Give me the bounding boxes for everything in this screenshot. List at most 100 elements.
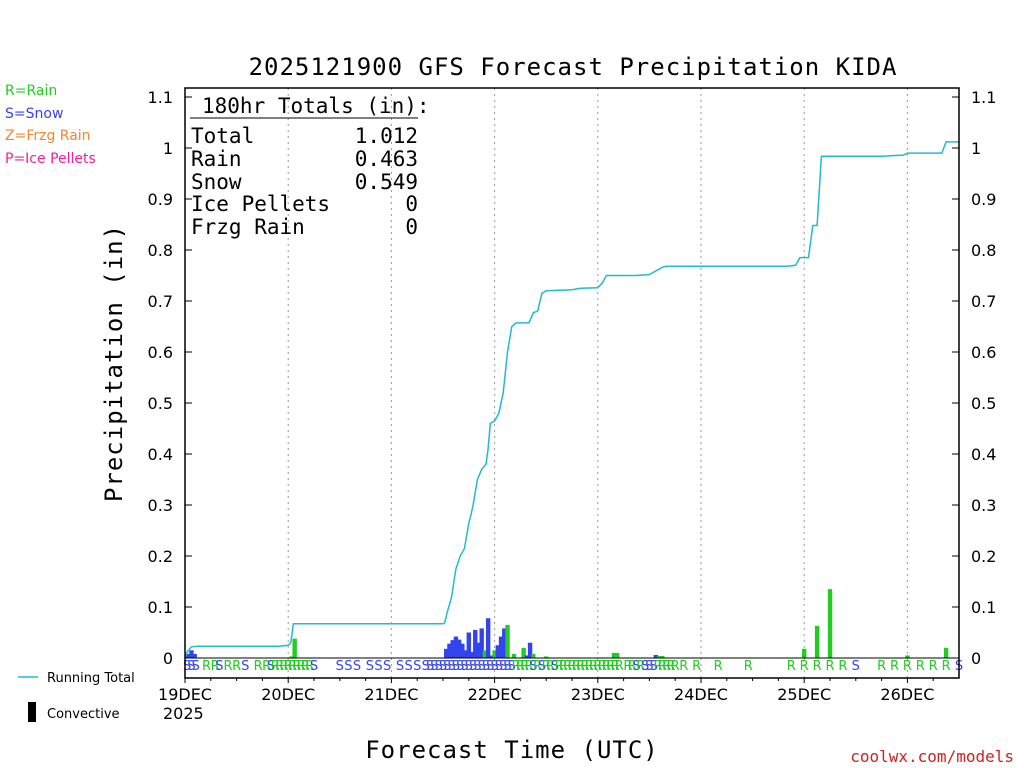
- precip-bars: [186, 589, 949, 658]
- ptype-letter-9: R: [254, 659, 263, 674]
- ptype-letter-100: R: [890, 659, 899, 674]
- precip-bar-34: [656, 655, 662, 658]
- ptype-letter-41: S: [465, 659, 473, 674]
- ptype-letter-88: R: [671, 659, 680, 674]
- precip-bar-14: [473, 629, 478, 658]
- ptype-letter-63: R: [559, 659, 568, 674]
- precip-bar-30: [544, 656, 549, 658]
- ptype-letter-87: R: [666, 659, 675, 674]
- convective-label: Convective: [47, 707, 120, 722]
- precip-bar-15: [476, 642, 481, 658]
- precip-bar-11: [463, 650, 468, 658]
- y-tick-label-right-2: 0.2: [971, 547, 996, 566]
- ptype-letter-18: R: [297, 659, 306, 674]
- ptype-letter-74: R: [606, 659, 615, 674]
- x-axis-ticks: 19DEC 20DEC 21DEC 22DEC 23DEC 24DEC 25DEC 26DEC: [158, 678, 934, 704]
- y-tick-label-right-6: 0.6: [971, 343, 996, 362]
- x-tick-label-6: 25DEC: [777, 685, 831, 704]
- ptype-letter-80: R: [636, 659, 645, 674]
- precip-bar-17: [482, 650, 488, 658]
- totals-value-frzg-rain: 0: [405, 215, 418, 239]
- ptype-letter-21: S: [310, 659, 318, 674]
- ptype-letter-27: S: [383, 659, 391, 674]
- ptype-letter-59: R: [542, 659, 551, 674]
- precip-bar-12: [466, 632, 471, 658]
- precip-bar-29: [531, 653, 536, 658]
- y-tick-label-left-1: 0.1: [148, 598, 173, 617]
- ptype-letter-49: S: [499, 659, 507, 674]
- ptype-letter-90: R: [692, 659, 701, 674]
- precip-bar-20: [492, 650, 497, 658]
- x-tick-label-5: 24DEC: [674, 685, 728, 704]
- y-tick-label-right-7: 0.7: [971, 292, 996, 311]
- ptype-letter-54: R: [520, 659, 529, 674]
- ptype-letter-72: R: [598, 659, 607, 674]
- y-tick-label-right-4: 0.4: [971, 445, 996, 464]
- ptype-letter-20: R: [305, 659, 314, 674]
- precip-bar-25: [511, 653, 517, 658]
- ptype-letter-50: S: [503, 659, 511, 674]
- totals-value-ice-pellets: 0: [405, 192, 418, 216]
- ptype-letter-51: S: [508, 659, 516, 674]
- ptype-letter-79: S: [632, 659, 640, 674]
- ptype-letter-6: R: [223, 659, 232, 674]
- ptype-letter-96: R: [825, 659, 834, 674]
- ptype-letter-13: R: [275, 659, 284, 674]
- convective-swatch: [28, 702, 36, 722]
- ptype-letter-57: R: [533, 659, 542, 674]
- precip-bar-39: [905, 655, 910, 658]
- totals-label-ice-pellets: Ice Pellets: [191, 192, 330, 216]
- y-tick-label-left-7: 0.7: [148, 292, 173, 311]
- ptype-letter-73: R: [602, 659, 611, 674]
- totals-label-snow: Snow: [191, 170, 242, 194]
- ptype-letter-31: S: [422, 659, 430, 674]
- ptype-letter-58: S: [538, 659, 546, 674]
- y-tick-label-left-4: 0.4: [148, 445, 173, 464]
- y-tick-label-right-8: 0.8: [971, 241, 996, 260]
- ptype-letter-44: S: [478, 659, 486, 674]
- totals-box: 180hr Totals (in): Total 1.012 Rain 0.46…: [190, 94, 430, 239]
- ptype-letter-103: R: [929, 659, 938, 674]
- ptype-letter-12: R: [271, 659, 280, 674]
- ptype-letter-48: S: [495, 659, 503, 674]
- ptype-letter-68: R: [580, 659, 589, 674]
- precip-bar-2: [192, 653, 197, 658]
- ptype-letter-19: R: [301, 659, 310, 674]
- ptype-letter-25: S: [366, 659, 374, 674]
- gridlines: [287, 88, 908, 678]
- ptype-letter-104: R: [942, 659, 951, 674]
- ptype-letter-42: S: [469, 659, 477, 674]
- precip-bar-1: [189, 650, 194, 658]
- y-tick-label-left-6: 0.6: [148, 343, 173, 362]
- ptype-letter-86: R: [662, 659, 671, 674]
- legend-rain: R=Rain: [5, 83, 57, 99]
- ptype-letter-95: R: [813, 659, 822, 674]
- precip-bar-0: [186, 653, 191, 658]
- precip-bar-28: [527, 642, 533, 658]
- precip-bar-37: [814, 625, 820, 658]
- precip-bar-10: [460, 643, 465, 658]
- ptype-letter-91: R: [714, 659, 723, 674]
- ptype-letter-82: S: [645, 659, 653, 674]
- precip-bar-40: [943, 647, 949, 658]
- ptype-letter-2: S: [192, 659, 200, 674]
- precip-bar-35: [660, 655, 665, 658]
- ptype-letter-77: R: [623, 659, 632, 674]
- precip-bar-4: [292, 638, 297, 658]
- ptype-letter-66: R: [572, 659, 581, 674]
- ptype-letter-71: R: [593, 659, 602, 674]
- x-axis-label: Forecast Time (UTC): [365, 736, 659, 764]
- precip-bar-8: [453, 636, 459, 658]
- ptype-letter-30: S: [413, 659, 421, 674]
- ptype-letter-85: R: [658, 659, 667, 674]
- y-axis-ticks: 0 00.1 0.10.2 0.20.3 0.30.4 0.40.5 0.50.6 0.60.…: [148, 88, 997, 668]
- source-credit: coolwx.com/models: [850, 747, 1014, 766]
- ptype-letter-98: S: [852, 659, 860, 674]
- precip-bar-22: [498, 636, 504, 658]
- ptype-letter-60: R: [546, 659, 555, 674]
- precip-bar-3: [289, 656, 294, 658]
- totals-value-rain: 0.463: [355, 147, 418, 171]
- ptype-letter-81: S: [641, 659, 649, 674]
- precip-bar-27: [524, 655, 530, 658]
